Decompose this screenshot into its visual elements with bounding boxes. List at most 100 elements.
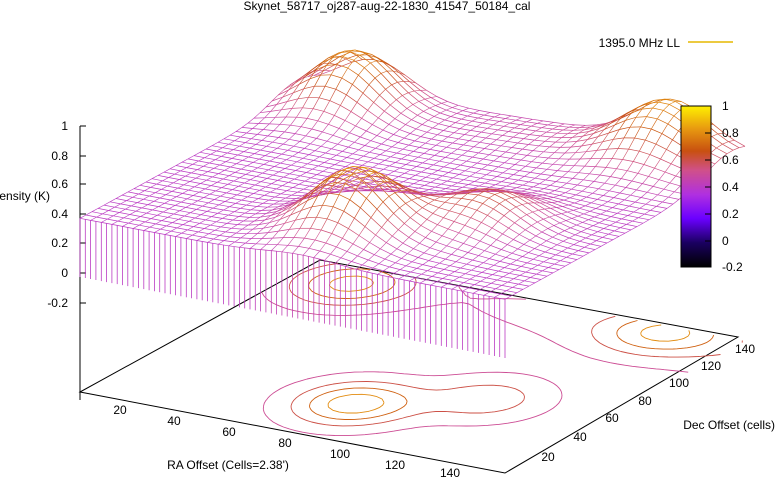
mesh-line [463,179,475,182]
mesh-line [546,131,558,134]
mesh-line [212,207,224,211]
mesh-line [239,142,246,147]
mesh-line [334,160,342,165]
mesh-line [513,174,525,177]
mesh-line [498,267,505,272]
mesh-line [259,111,271,114]
mesh-line [144,190,156,194]
mesh-line [208,230,216,234]
mesh-line [657,188,665,196]
mesh-line [437,224,449,230]
mesh-line [402,242,414,250]
mesh-line [410,169,422,173]
mesh-line [541,231,553,238]
mesh-line [394,272,405,276]
mesh-line [583,173,590,181]
mesh-line [439,190,451,193]
mesh-line [521,266,532,270]
mesh-line [467,146,475,152]
mesh-line [304,228,311,239]
mesh-line [277,237,284,245]
mesh-line [411,160,423,164]
mesh-line [417,156,429,160]
mesh-line [310,217,317,229]
mesh-line [547,122,554,126]
mesh-line [554,147,561,153]
mesh-line [294,175,301,180]
mesh-line [306,168,313,173]
mesh-line [544,248,552,253]
mesh-line [512,287,524,290]
mesh-line [577,179,584,186]
mesh-line [445,254,452,260]
mesh-line [494,293,501,298]
mesh-line [320,229,332,234]
mesh-line [307,195,319,202]
mesh-line [473,146,485,149]
mesh-line [365,53,377,62]
mesh-line [401,258,413,263]
mesh-line [353,59,365,68]
mesh-line [224,201,236,204]
mesh-line [388,192,396,197]
mesh-line [355,180,363,190]
mesh-line [169,165,177,170]
mesh-line [517,248,529,253]
mesh-line [549,181,557,186]
mesh-line [243,147,251,152]
mesh-line [470,210,478,218]
mesh-line [443,269,455,272]
mesh-line [589,166,596,174]
mesh-line [551,202,563,207]
mesh-line [235,172,246,175]
mesh-line [526,192,533,194]
mesh-line [509,210,521,219]
mesh-line [168,205,176,209]
mesh-line [521,202,529,205]
mesh-line [382,201,394,214]
mesh-line [621,215,628,220]
mesh-line [587,181,595,188]
mesh-line [374,171,382,177]
mesh-line [512,132,520,138]
mesh-line [397,184,404,190]
mesh-line [368,84,380,96]
mesh-line [233,177,240,182]
mesh-line [326,140,338,145]
mesh-line [600,213,612,217]
mesh-line [566,137,573,143]
mesh-line [396,248,408,255]
mesh-line [376,181,383,187]
mesh-line [537,188,545,192]
mesh-line [336,238,343,248]
mesh-line [292,246,299,254]
mesh-line [317,194,324,196]
mesh-line [114,206,126,210]
mesh-line [464,130,471,135]
mesh-line [334,105,341,116]
mesh-line [341,61,353,67]
mesh-line [489,253,496,259]
mesh-line [370,140,382,145]
mesh-line [570,141,578,148]
mesh-line [631,173,639,182]
mesh-line [572,253,584,257]
mesh-line [182,221,190,225]
mesh-line [484,283,492,287]
mesh-line [270,148,278,153]
mesh-line [207,171,219,174]
mesh-line [550,244,558,249]
mesh-line [372,184,379,191]
mesh-line [269,157,276,162]
mesh-line [546,128,553,133]
mesh-line [132,193,139,198]
mesh-line [242,188,250,192]
mesh-line [370,208,378,218]
mesh-line [646,116,658,120]
mesh-line [514,222,526,231]
mesh-line [366,190,373,199]
mesh-line [472,152,479,158]
mesh-line [236,160,243,164]
mesh-line [392,70,400,73]
mesh-line [552,269,560,274]
